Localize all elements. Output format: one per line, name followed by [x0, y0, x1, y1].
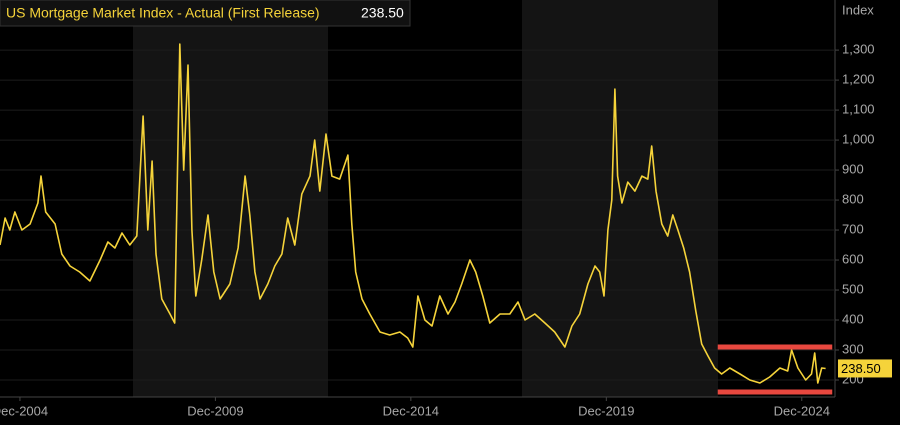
x-tick-label: Dec-2014	[383, 403, 439, 418]
band	[133, 0, 328, 397]
y-tick-label: 800	[842, 191, 864, 206]
y-tick-label: 1,100	[842, 102, 875, 117]
y-tick-label: 500	[842, 281, 864, 296]
last-value-box	[838, 359, 892, 378]
band	[522, 0, 718, 397]
y-tick-label: 300	[842, 341, 864, 356]
last-value-label: 238.50	[841, 361, 881, 376]
y-tick-label: 600	[842, 251, 864, 266]
y-tick-label: 400	[842, 311, 864, 326]
y-axis-label: Index	[842, 2, 874, 17]
y-tick-label: 1,300	[842, 42, 875, 57]
title-value: 238.50	[361, 5, 404, 21]
x-tick-label: Dec-2024	[774, 403, 830, 418]
x-tick-label: Dec-2009	[187, 403, 243, 418]
y-tick-label: 1,000	[842, 132, 875, 147]
title: US Mortgage Market Index - Actual (First…	[6, 5, 320, 21]
series-line	[0, 43, 826, 384]
y-tick-label: 900	[842, 161, 864, 176]
x-tick-label: Dec-2019	[578, 403, 634, 418]
title-box	[0, 0, 411, 27]
y-tick-label: 1,200	[842, 72, 875, 87]
y-tick-label: 700	[842, 221, 864, 236]
x-tick-label: Dec-2004	[0, 403, 48, 418]
